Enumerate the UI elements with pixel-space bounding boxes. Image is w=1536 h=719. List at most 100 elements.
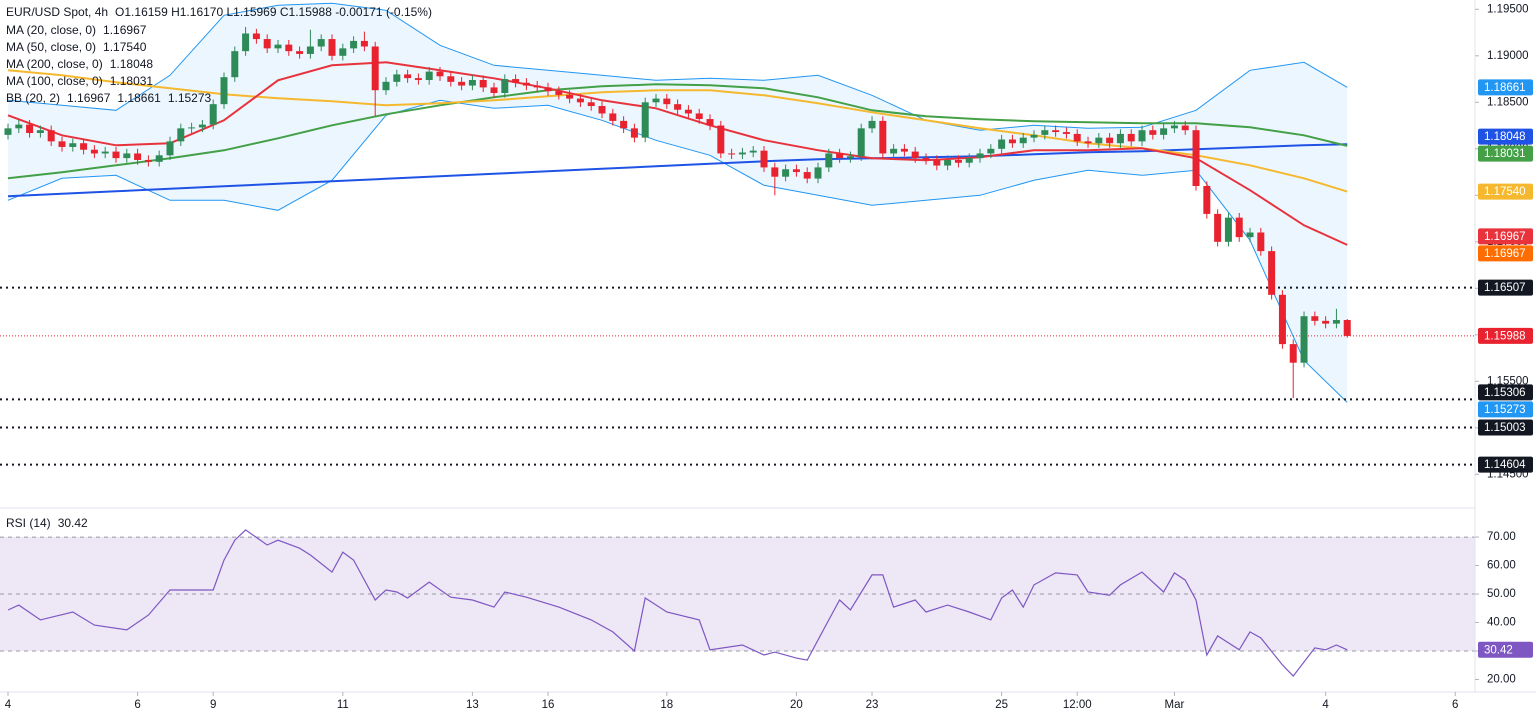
candle-body (803, 172, 811, 179)
candle-body (458, 81, 466, 86)
legend-text: O1.16159 H1.16170 L1.15969 C1.15988 -0.0… (115, 5, 432, 19)
price-box-label: 1.16967 (1484, 248, 1526, 260)
legend-text: 1.15273 (168, 91, 212, 105)
rsi-line (7, 529, 1348, 678)
candle-body (1235, 217, 1243, 238)
candle-body (198, 124, 206, 128)
price-box-label: 1.15003 (1484, 422, 1526, 434)
x-tick-label: 25 (995, 699, 1008, 711)
candle-body (80, 143, 88, 150)
candle-body (1343, 320, 1351, 336)
candle-body (296, 51, 304, 54)
price-box-label: 1.16967 (1484, 231, 1526, 243)
legend-text: EUR/USD Spot, 4h (6, 5, 108, 19)
candle-body (155, 155, 163, 162)
candle-body (306, 46, 314, 54)
candle-body (26, 124, 34, 133)
candle-body (652, 98, 660, 103)
candle-body (1268, 251, 1276, 295)
candle-body (1116, 133, 1124, 144)
candle-body (717, 125, 725, 154)
legend-text: 1.16967 (103, 23, 147, 37)
candle-body (1095, 137, 1103, 144)
candle-body (900, 148, 908, 152)
candle-body (728, 153, 736, 155)
price-box (1478, 327, 1533, 344)
price-box (1478, 245, 1533, 262)
price-box (1478, 419, 1533, 436)
candle-body (177, 128, 185, 142)
candle-body (760, 150, 768, 168)
candle-body (101, 151, 109, 154)
ma-line (7, 69, 1348, 193)
candle-body (1214, 213, 1222, 242)
candle-body (4, 128, 12, 135)
legend-text: 30.42 (58, 516, 88, 530)
candle-body (587, 102, 595, 107)
candle-body (447, 76, 455, 82)
candle-body (1311, 316, 1319, 321)
candle-body (846, 156, 854, 159)
legend-text: 1.17540 (103, 40, 147, 54)
candle-body (1019, 137, 1027, 144)
bb-upper (7, 2, 1348, 131)
candle-body (274, 44, 282, 49)
candle-body (36, 130, 44, 133)
candle-body (954, 159, 962, 163)
candle-body (479, 79, 487, 88)
candle-body (663, 98, 671, 105)
candle-body (188, 127, 196, 129)
candle-body (987, 148, 995, 154)
candle-body (328, 39, 336, 56)
candle-body (944, 159, 952, 166)
candle-body (1289, 344, 1297, 363)
candle-body (771, 167, 779, 177)
y-tick-label: 1.18500 (1487, 96, 1529, 108)
candle-body (209, 104, 217, 125)
candle-body (393, 74, 401, 82)
candle-body (15, 124, 23, 129)
price-box (1478, 128, 1533, 145)
candle-body (58, 141, 66, 147)
candle-body (382, 81, 390, 91)
candle-body (436, 71, 444, 77)
candle-body (533, 85, 541, 88)
candle-body (220, 77, 228, 105)
rsi-tick-label: 40.00 (1487, 617, 1516, 629)
legend-text: RSI (14) (6, 516, 51, 530)
candle-body (965, 158, 973, 163)
candle-body (566, 94, 574, 99)
candle-body (1127, 133, 1135, 142)
candle-body (112, 151, 120, 159)
price-axis-bg (1475, 0, 1536, 719)
candle-body (684, 109, 692, 114)
candle-body (522, 82, 530, 86)
candle-body (814, 167, 822, 179)
candle-body (1322, 320, 1330, 324)
x-tick-label: 4 (1322, 699, 1329, 711)
candle-body (555, 91, 563, 95)
price-box (1478, 456, 1533, 473)
candle-body (620, 120, 628, 129)
candle-body (350, 40, 358, 49)
price-box-label: 1.15273 (1484, 404, 1526, 416)
candle-body (360, 40, 368, 47)
legend-text: BB (20, 2) (6, 91, 60, 105)
rsi-tick-label: 70.00 (1487, 531, 1516, 543)
candle-body (1246, 232, 1254, 238)
candle-body (1203, 186, 1211, 214)
price-box-label: 1.15306 (1484, 387, 1526, 399)
candle-body (738, 152, 746, 155)
legend-text: 1.16967 (67, 91, 111, 105)
candle-body (868, 120, 876, 129)
candle-body (404, 74, 412, 79)
candle-body (252, 33, 260, 40)
bb-lower (7, 99, 1348, 403)
x-tick-label: 9 (210, 699, 216, 711)
candle-body (90, 149, 98, 154)
candle-body (782, 169, 790, 177)
legend-text: 1.18048 (110, 57, 154, 71)
x-tick-label: 4 (5, 699, 12, 711)
rsi-tick-label: 60.00 (1487, 560, 1516, 572)
